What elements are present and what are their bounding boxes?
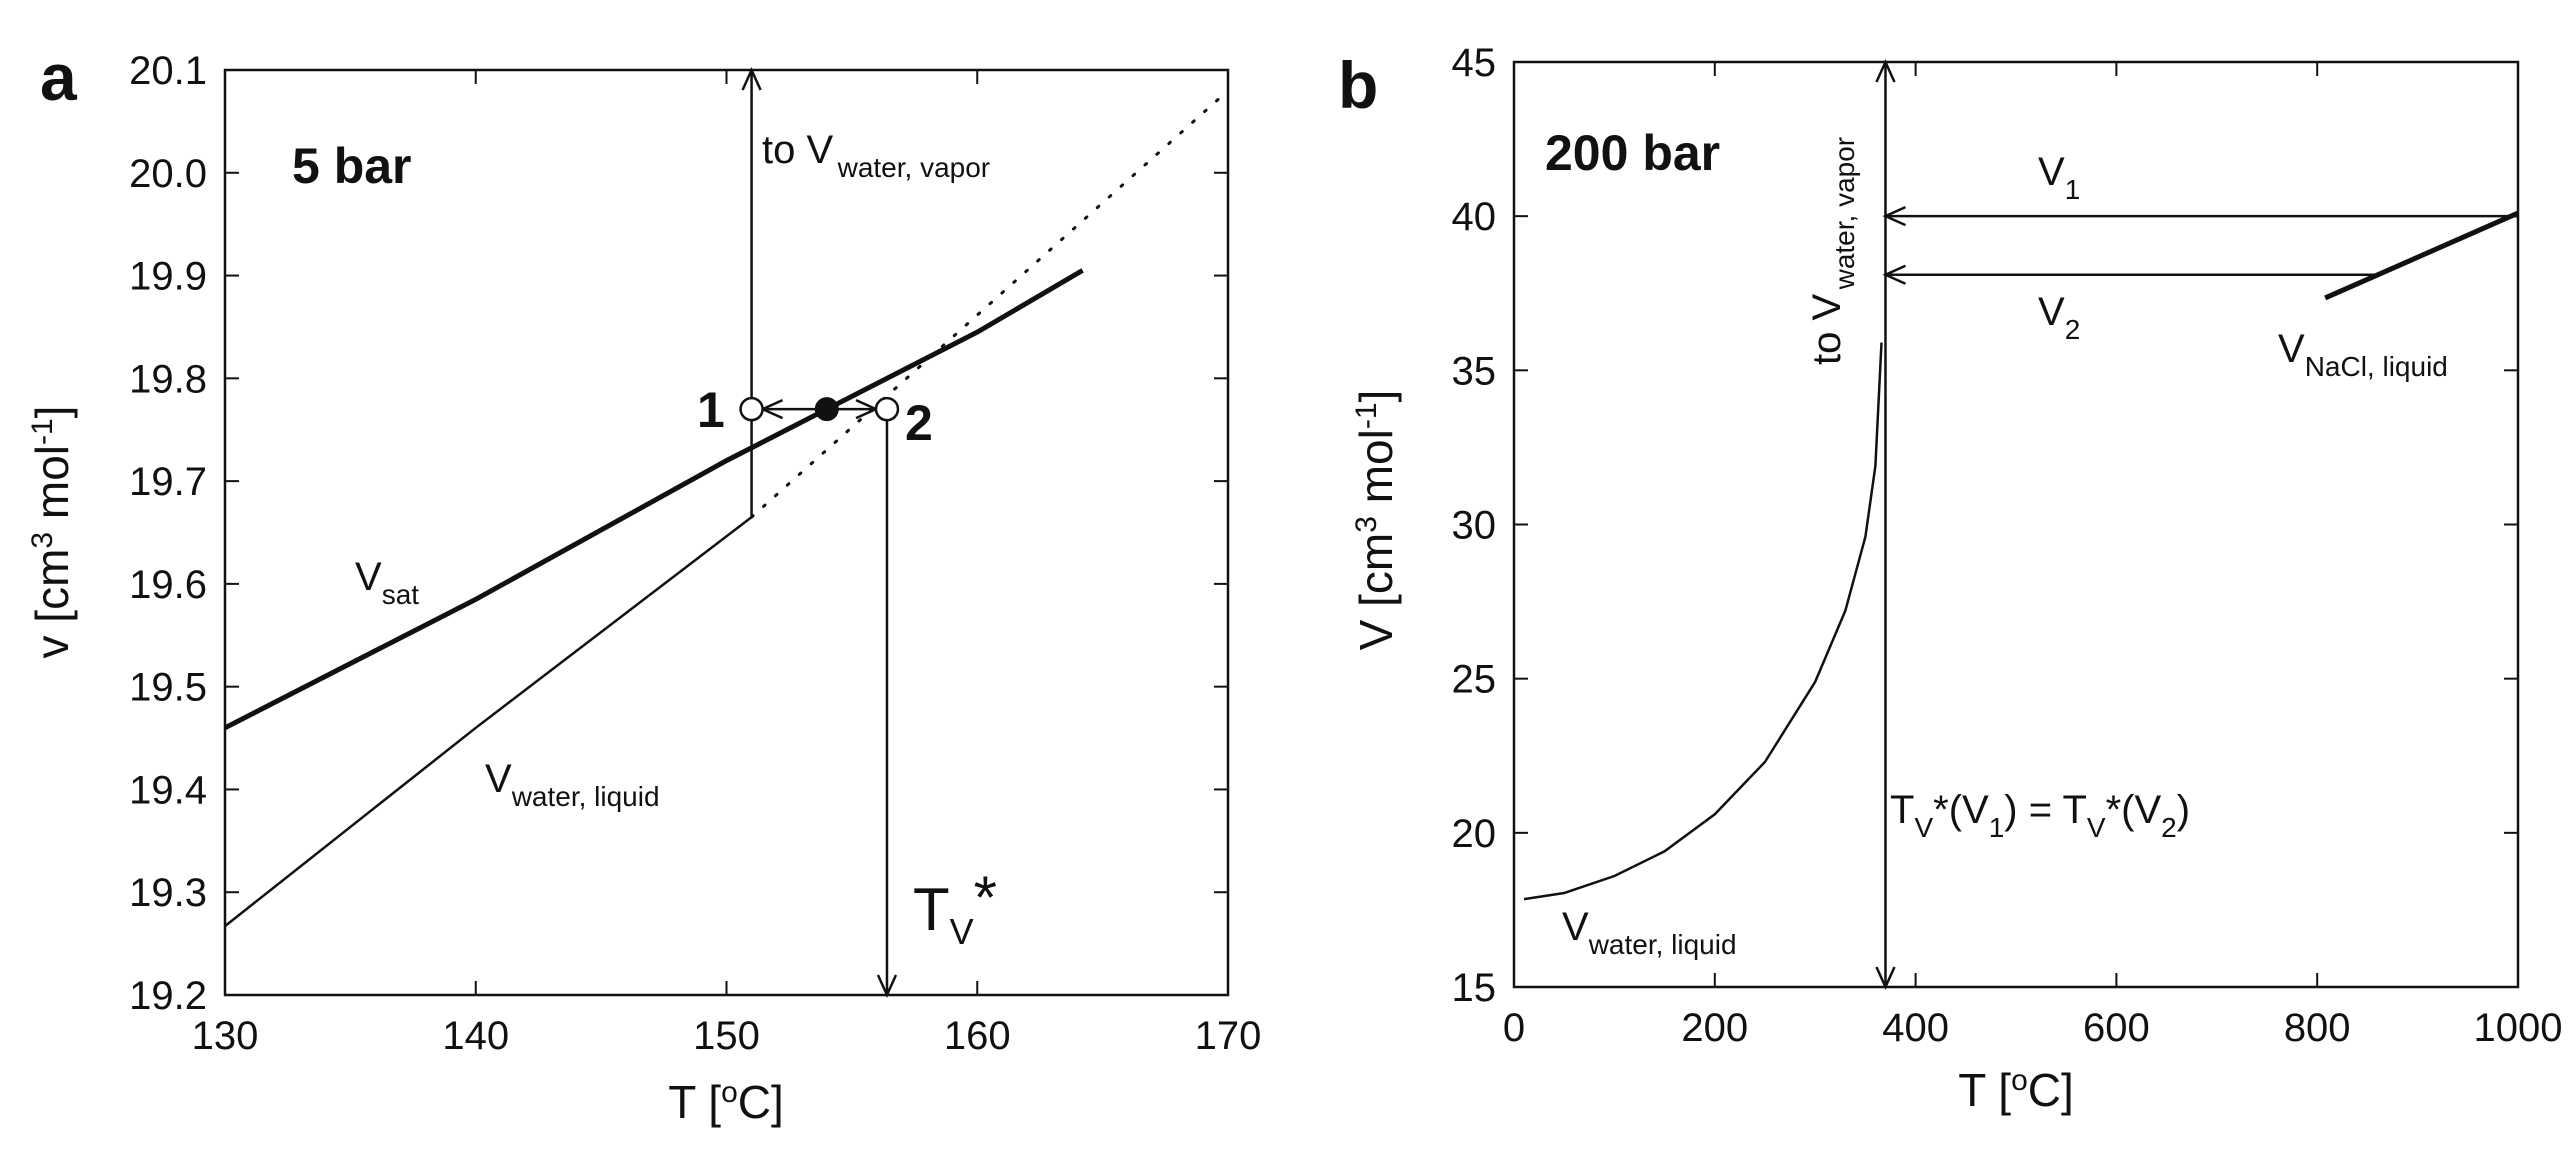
panel-a-x-tick-label: 130	[192, 1014, 259, 1058]
panel-b-plot-frame	[1512, 60, 2520, 989]
panel-a-x-axis-label: T [oC]	[668, 1076, 784, 1129]
v-water-liquid-curve	[1523, 342, 1883, 901]
panel-b-letter: b	[1338, 48, 1378, 122]
panel-b-y-tick-label: 35	[1452, 349, 1497, 393]
panel-b-v1-label: V1	[2038, 150, 2080, 205]
panel-b-y-axis: 15 20 25 30 35 40 45	[1452, 41, 2518, 1010]
panel-a-x-tick-label: 150	[693, 1014, 760, 1058]
panel-b-tv-equation: TV*(V1) = TV*(V2)	[1890, 788, 2190, 843]
panel-a-letter: a	[40, 40, 78, 114]
panel-a-y-tick-label: 19.9	[129, 255, 207, 299]
panel-a-y-tick-label: 19.6	[129, 563, 207, 607]
panel-b-y-tick-label: 15	[1452, 966, 1497, 1010]
tv-arrowhead-b	[1875, 966, 1896, 991]
panel-a-y-axis: 19.2 19.3 19.4 19.5 19.6 19.7 19.8 19.9 20.0 20.1	[129, 49, 1228, 1018]
panel-a-vapor-label: to V water, vapor	[762, 128, 990, 183]
panel-b-x-axis-label: T [oC]	[1958, 1064, 2074, 1117]
panel-a-series	[223, 66, 1230, 999]
panel-b-x-tick-label: 400	[1882, 1006, 1949, 1050]
panel-b-x-tick-label: 600	[2083, 1006, 2150, 1050]
panel-b-v2-label: V2	[2038, 290, 2080, 345]
panel-b: b 15 20 25 30 35 40 45 0 200 400 600 800 1000 200 b…	[1338, 41, 2562, 1116]
panel-b-y-tick-label: 40	[1452, 195, 1497, 239]
panel-b-vwater-liquid-label: Vwater, liquid	[1562, 905, 1737, 960]
panel-b-y-axis-label: V [cm3 mol-1]	[1350, 390, 1403, 651]
panel-a-y-tick-label: 19.3	[129, 871, 207, 915]
panel-b-vnacl-label: VNaCl, liquid	[2278, 327, 2448, 382]
point-2-marker	[874, 396, 900, 422]
panel-a-y-tick-label: 20.1	[129, 49, 207, 93]
panel-a-y-tick-label: 19.8	[129, 357, 207, 401]
panel-a-tv-star-label: TV*	[913, 864, 997, 952]
v1-arrowhead	[1882, 206, 1906, 227]
vapor-arrowhead	[741, 66, 762, 91]
panel-a-x-tick-label: 140	[442, 1014, 509, 1058]
v-water-liquid-line	[224, 516, 753, 928]
dotted-extension-line	[750, 89, 1230, 519]
panel-b-x-tick-label: 1000	[2474, 1006, 2563, 1050]
panel-a-point-2-label: 2	[905, 395, 933, 451]
v-sat-line	[223, 268, 1084, 731]
panel-b-y-tick-label: 30	[1452, 504, 1497, 548]
panel-b-y-tick-label: 20	[1452, 812, 1497, 856]
panel-a: a 19.2 19.3 19.4 19.5 19.6 19.7 19.8 19.9 20.0 20…	[26, 40, 1262, 1128]
center-point-marker	[814, 397, 839, 422]
panel-a-vwater-liquid-label: Vwater, liquid	[485, 757, 660, 812]
v-nacl-liquid-line	[2324, 210, 2520, 301]
panel-b-series	[1523, 58, 2520, 991]
tv-arrowhead	[876, 974, 898, 999]
panel-b-y-tick-label: 25	[1452, 658, 1497, 702]
panel-a-y-axis-label: v [cm3 mol-1]	[26, 406, 79, 659]
panel-b-x-tick-label: 200	[1681, 1006, 1748, 1050]
panel-b-vapor-label: to V water, vapor	[1805, 137, 1860, 365]
panel-a-y-tick-label: 19.7	[129, 460, 207, 504]
panel-b-x-tick-label: 0	[1503, 1006, 1525, 1050]
panel-b-y-tick-label: 45	[1452, 41, 1497, 85]
panel-a-x-tick-label: 160	[944, 1014, 1011, 1058]
panel-a-point-1-label: 1	[697, 382, 725, 438]
vapor-arrowhead-b	[1875, 58, 1896, 83]
panel-a-plot-frame	[223, 68, 1230, 997]
panel-b-x-axis: 0 200 400 600 800 1000	[1503, 62, 2563, 1050]
panel-a-y-tick-label: 19.2	[129, 974, 207, 1018]
panel-a-x-axis: 130 140 150 160 170	[192, 70, 1262, 1058]
point-1-marker	[739, 396, 764, 422]
panel-b-title: 200 bar	[1545, 125, 1720, 181]
panel-b-x-tick-label: 800	[2284, 1006, 2351, 1050]
panel-a-vsat-label: Vsat	[355, 555, 419, 610]
panel-a-x-tick-label: 170	[1195, 1014, 1262, 1058]
panel-a-y-tick-label: 20.0	[129, 152, 207, 196]
panel-a-title: 5 bar	[292, 138, 412, 194]
v2-arrowhead	[1882, 264, 1906, 285]
panel-a-y-tick-label: 19.4	[129, 768, 207, 812]
panel-a-y-tick-label: 19.5	[129, 666, 207, 710]
